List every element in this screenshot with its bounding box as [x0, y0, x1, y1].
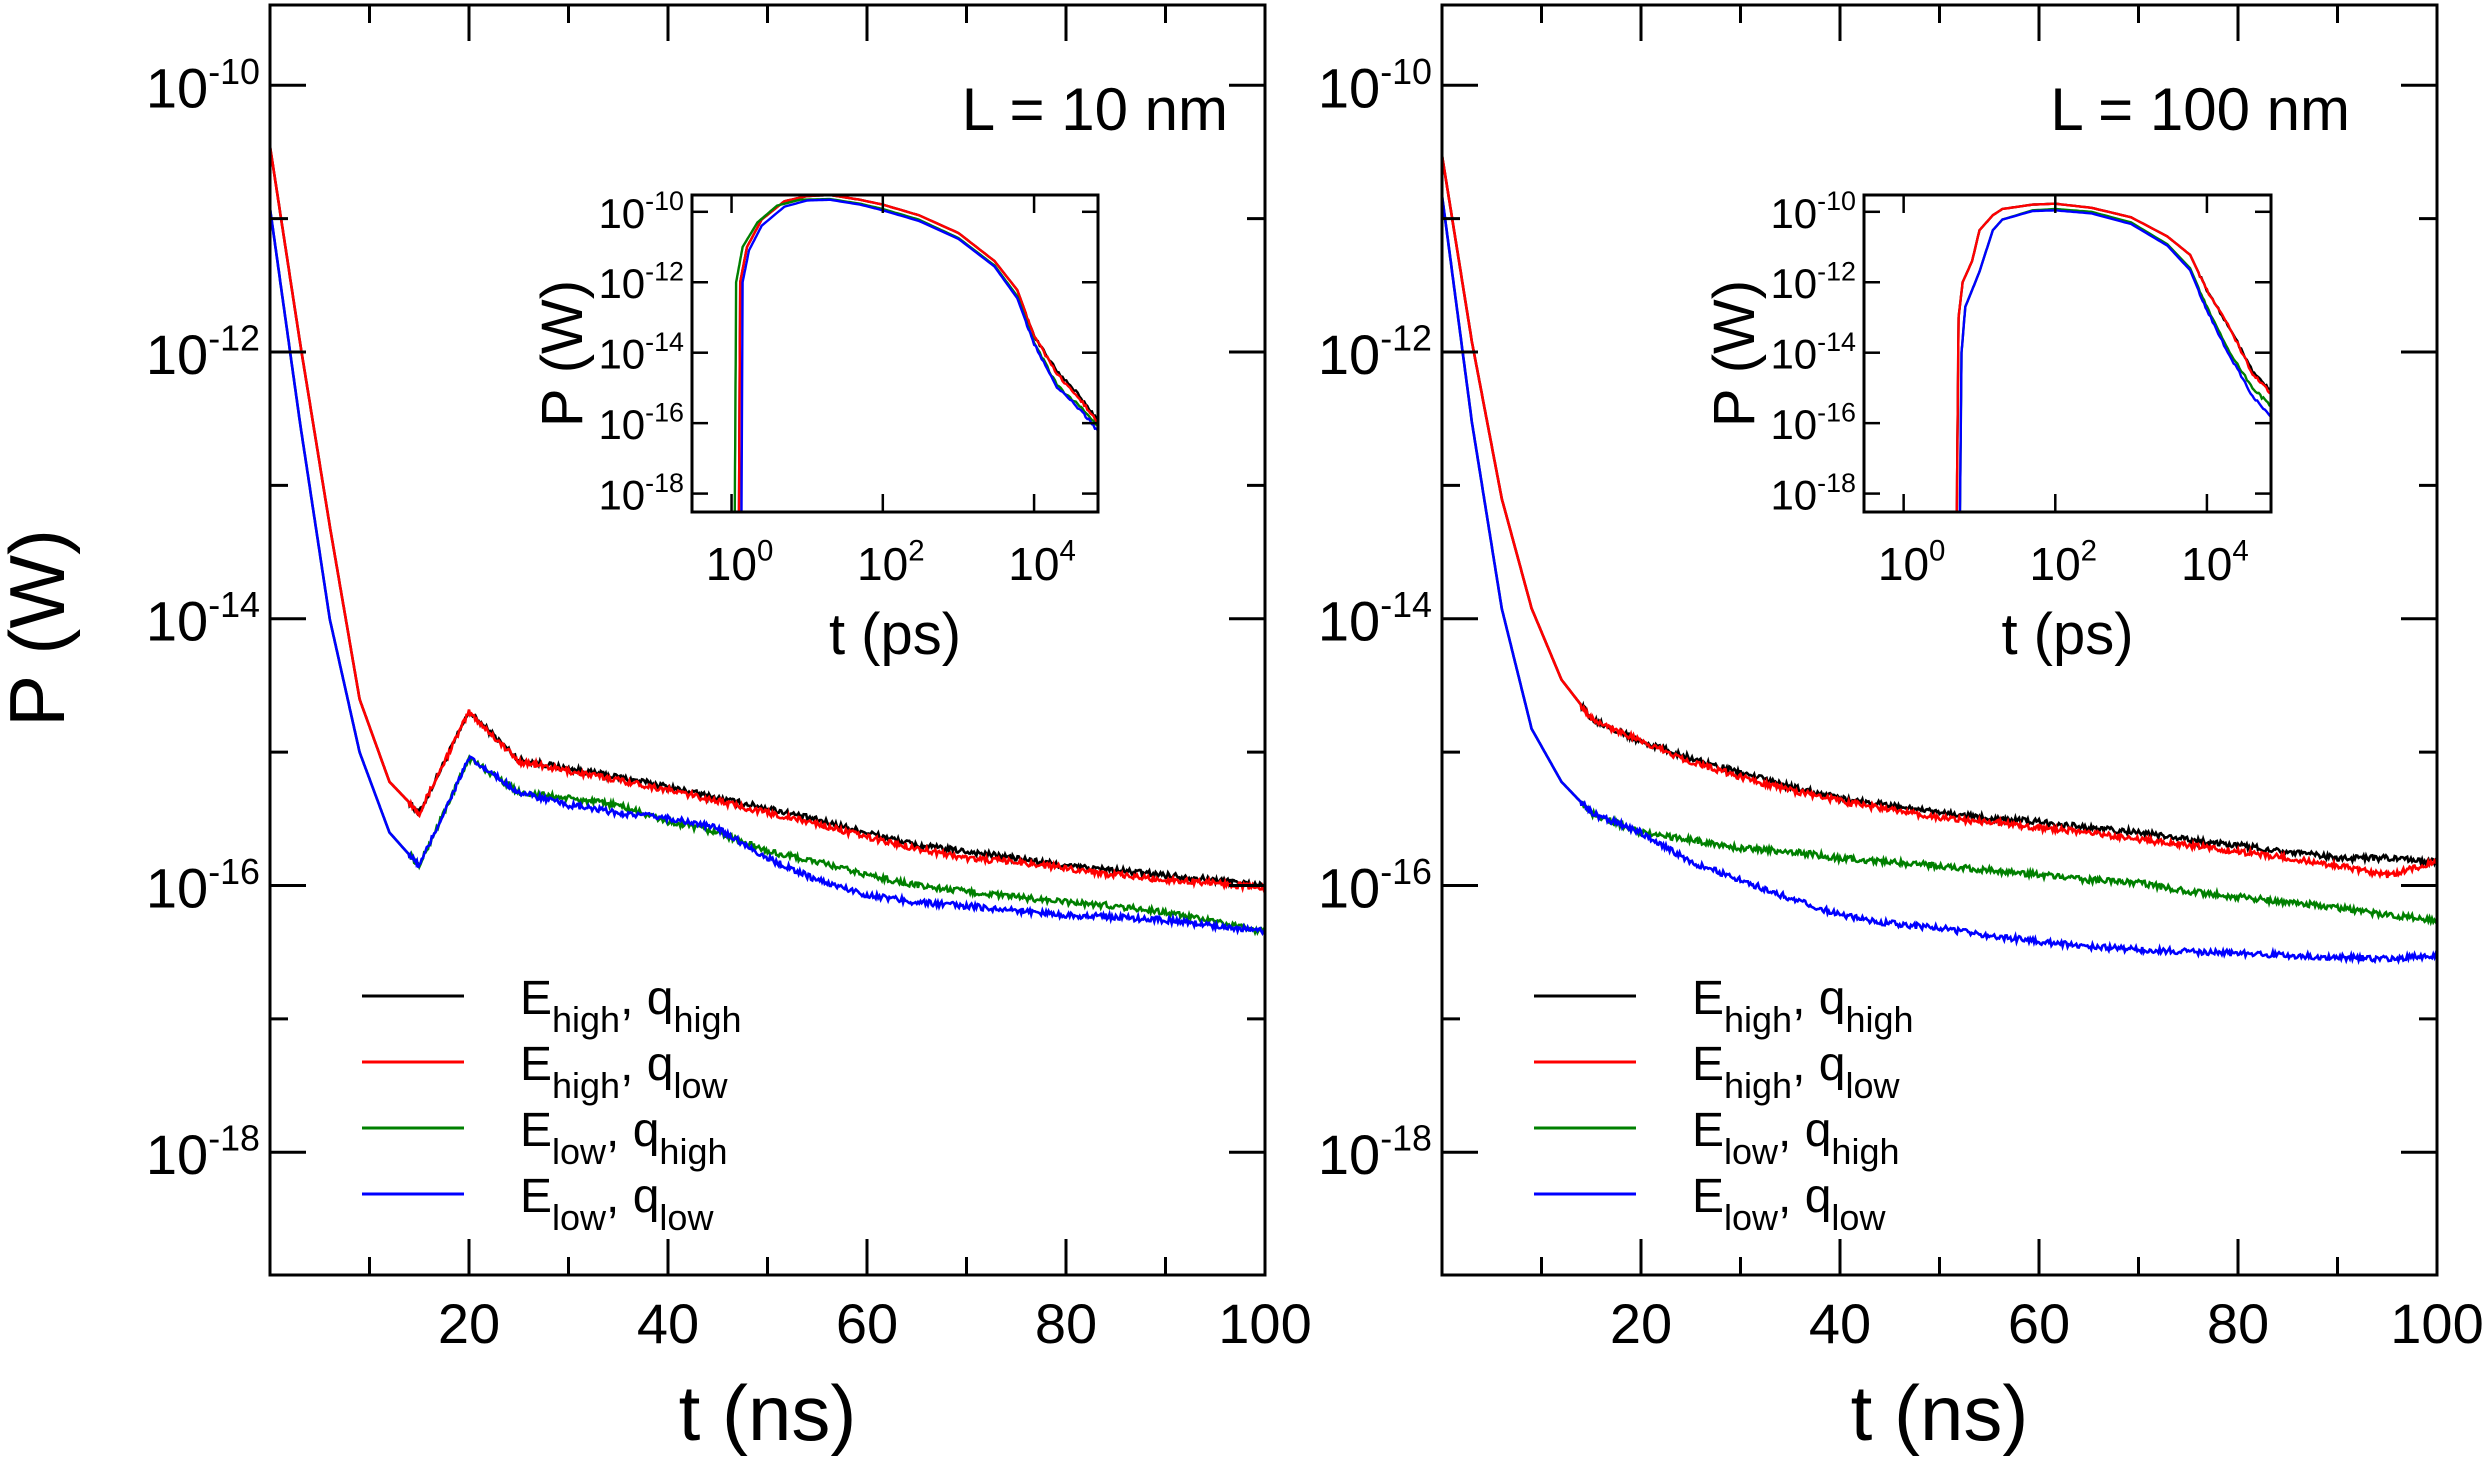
main-y-axis-label: P (W) [0, 529, 81, 727]
legend-entry-E_low_q_low: Elow, qlow [520, 1170, 714, 1238]
inset-x-axis-label: t (ps) [2001, 602, 2133, 667]
inset-y-axis-label: P (W) [1702, 280, 1767, 427]
inset-y-tick-label: 10-14 [1770, 327, 1856, 378]
legend-entry-E_high_q_low: Ehigh, qlow [1692, 1038, 1900, 1106]
inset-x-tick-label: 104 [1008, 535, 1076, 590]
inset-y-tick-label: 10-16 [598, 397, 684, 448]
y-tick-label: 10-18 [146, 1119, 260, 1187]
legend-entry-E_low_q_low: Elow, qlow [1692, 1170, 1886, 1238]
inset-plot: 10-10 10-12 10-14 10-16 10-18 100 102 104 t (ps)… [530, 186, 1100, 667]
y-tick-label: 10-16 [1318, 852, 1432, 920]
inset-y-tick-label: 10-12 [598, 257, 684, 308]
x-tick-label: 80 [1035, 1292, 1097, 1355]
legend-entry-E_high_q_high: Ehigh, qhigh [520, 972, 742, 1040]
y-tick-label: 10-14 [1318, 585, 1432, 653]
x-tick-label: 100 [2390, 1292, 2483, 1355]
inset-y-tick-label: 10-18 [598, 468, 684, 519]
legend-entry-E_high_q_low: Ehigh, qlow [520, 1038, 728, 1106]
series-line-E_low_q_low [270, 207, 1265, 937]
series-line-E_low_q_low [1442, 195, 2437, 966]
x-axis-label: t (ns) [679, 1369, 857, 1457]
y-tick-label: 10-12 [146, 318, 260, 386]
x-tick-label: 40 [637, 1292, 699, 1355]
panel-annotation: L = 100 nm [2050, 76, 2350, 143]
panel-annotation: L = 10 nm [962, 76, 1228, 143]
inset-x-tick-label: 100 [706, 535, 774, 590]
x-tick-label: 80 [2207, 1292, 2269, 1355]
series-line-E_high_q_low [270, 145, 1265, 894]
y-tick-label: 10-10 [146, 52, 260, 120]
inset-background [692, 195, 1098, 512]
x-tick-label: 60 [2008, 1292, 2070, 1355]
inset-y-tick-label: 10-10 [598, 186, 684, 237]
x-tick-label: 20 [1610, 1292, 1672, 1355]
inset-x-tick-label: 102 [857, 535, 925, 590]
x-axis-label: t (ns) [1851, 1369, 2029, 1457]
x-tick-label: 20 [438, 1292, 500, 1355]
x-tick-label: 100 [1218, 1292, 1311, 1355]
y-tick-label: 10-18 [1318, 1119, 1432, 1187]
inset-y-tick-label: 10-16 [1770, 397, 1856, 448]
inset-y-tick-label: 10-18 [1770, 468, 1856, 519]
legend-entry-E_high_q_high: Ehigh, qhigh [1692, 972, 1914, 1040]
y-tick-label: 10-14 [146, 585, 260, 653]
legend-entry-E_low_q_high: Elow, qhigh [520, 1104, 727, 1172]
x-tick-label: 60 [836, 1292, 898, 1355]
inset-y-axis-label: P (W) [530, 280, 595, 427]
inset-x-axis-label: t (ps) [829, 602, 961, 667]
y-tick-label: 10-12 [1318, 318, 1432, 386]
inset-y-tick-label: 10-12 [1770, 257, 1856, 308]
y-tick-label: 10-16 [146, 852, 260, 920]
inset-y-tick-label: 10-10 [1770, 186, 1856, 237]
panel-right: 10-10 10-12 10-14 10-16 10-18 20 40 60 80 100 t (n… [1318, 3, 2484, 1457]
legend-entry-E_low_q_high: Elow, qhigh [1692, 1104, 1899, 1172]
inset-background [1864, 195, 2271, 512]
x-tick-label: 40 [1809, 1292, 1871, 1355]
inset-x-tick-label: 102 [2030, 535, 2098, 590]
inset-x-tick-label: 104 [2181, 535, 2249, 590]
inset-y-tick-label: 10-14 [598, 327, 684, 378]
inset-plot: 10-10 10-12 10-14 10-16 10-18 100 102 104 t (ps)… [1702, 186, 2273, 667]
series-line-E_high_q_low [1442, 154, 2437, 880]
panel-left: 10-10 10-12 10-14 10-16 10-18 20 40 60 80 100 t (n… [146, 3, 1312, 1457]
inset-x-tick-label: 100 [1878, 535, 1946, 590]
y-tick-label: 10-10 [1318, 52, 1432, 120]
